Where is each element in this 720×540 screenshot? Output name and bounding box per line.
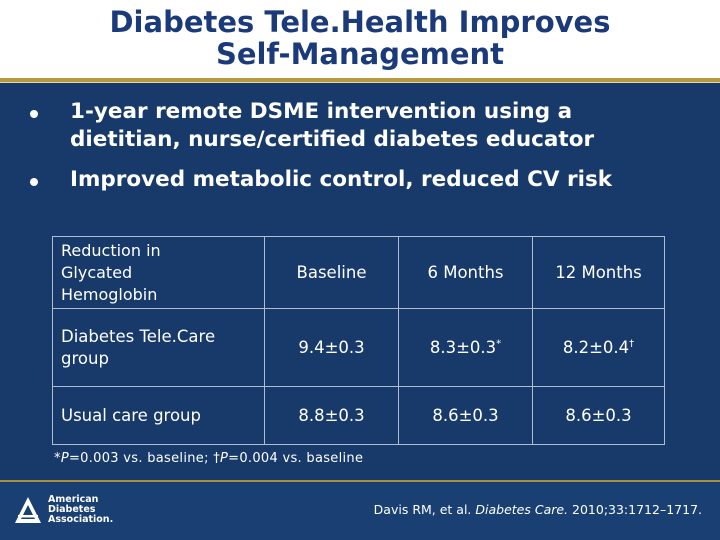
bullet-text-line1: 1-year remote DSME intervention using a [70, 99, 573, 124]
bullet-list: 1-year remote DSME intervention using a … [26, 98, 706, 206]
footer-divider [0, 480, 720, 482]
bullet-dot-icon [30, 110, 38, 118]
cell-usual-12-months: 8.6±0.3 [532, 386, 665, 445]
significance-mark: * [496, 338, 502, 349]
cell-usual-6-months: 8.6±0.3 [398, 386, 533, 445]
bullet-item: Improved metabolic control, reduced CV r… [26, 166, 706, 194]
significance-mark: † [629, 338, 635, 349]
table-header-row: Reduction in Glycated Hemoglobin Baselin… [52, 236, 665, 309]
ada-logo-icon [15, 497, 41, 523]
citation: Davis RM, et al. Diabetes Care. 2010;33:… [373, 502, 702, 517]
title-divider [0, 78, 720, 82]
column-header-6-months: 6 Months [398, 236, 533, 309]
hba1c-table: Reduction in Glycated Hemoglobin Baselin… [52, 236, 665, 445]
bullet-text-line2: dietitian, nurse/certified diabetes educ… [70, 127, 595, 152]
slide-title: Diabetes Tele.Health Improves Self-Manag… [0, 6, 720, 70]
table-footnote: *P=0.003 vs. baseline; †P=0.004 vs. base… [54, 451, 364, 466]
cell-usual-baseline: 8.8±0.3 [264, 386, 399, 445]
title-band: Diabetes Tele.Health Improves Self-Manag… [0, 0, 720, 78]
table-corner-label: Reduction in Glycated Hemoglobin [52, 236, 265, 309]
slide-title-line2: Self-Management [215, 37, 505, 71]
table-row: Usual care group 8.8±0.3 8.6±0.3 8.6±0.3 [52, 386, 665, 445]
cell-telecare-baseline: 9.4±0.3 [264, 308, 399, 387]
bullet-text-line1: Improved metabolic control, reduced CV r… [70, 167, 613, 192]
row-label-telecare: Diabetes Tele.Care group [52, 308, 265, 387]
column-header-12-months: 12 Months [532, 236, 665, 309]
column-header-baseline: Baseline [264, 236, 399, 309]
cell-telecare-12-months: 8.2±0.4† [532, 308, 665, 387]
ada-logo: American Diabetes Association. [14, 494, 124, 532]
slide-title-line1: Diabetes Tele.Health Improves [109, 5, 611, 39]
cell-telecare-6-months: 8.3±0.3* [398, 308, 533, 387]
title-divider-highlight [0, 82, 720, 83]
table-row: Diabetes Tele.Care group 9.4±0.3 8.3±0.3… [52, 308, 665, 387]
ada-logo-text: American Diabetes Association. [48, 494, 114, 525]
row-label-usual-care: Usual care group [52, 386, 265, 445]
footer-band [0, 482, 720, 540]
bullet-dot-icon [30, 178, 38, 186]
bullet-item: 1-year remote DSME intervention using a … [26, 98, 706, 154]
